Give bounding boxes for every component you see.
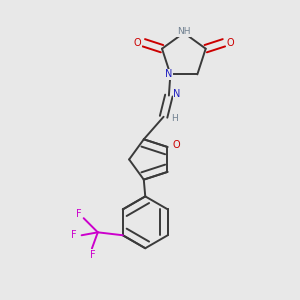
Text: O: O bbox=[134, 38, 141, 48]
Text: NH: NH bbox=[177, 27, 190, 36]
Text: H: H bbox=[171, 114, 178, 123]
Text: F: F bbox=[76, 209, 81, 219]
Text: N: N bbox=[173, 89, 181, 99]
Text: F: F bbox=[90, 250, 95, 260]
Text: N: N bbox=[165, 69, 172, 80]
Text: O: O bbox=[226, 38, 234, 48]
Text: F: F bbox=[71, 230, 77, 240]
Text: O: O bbox=[172, 140, 180, 150]
